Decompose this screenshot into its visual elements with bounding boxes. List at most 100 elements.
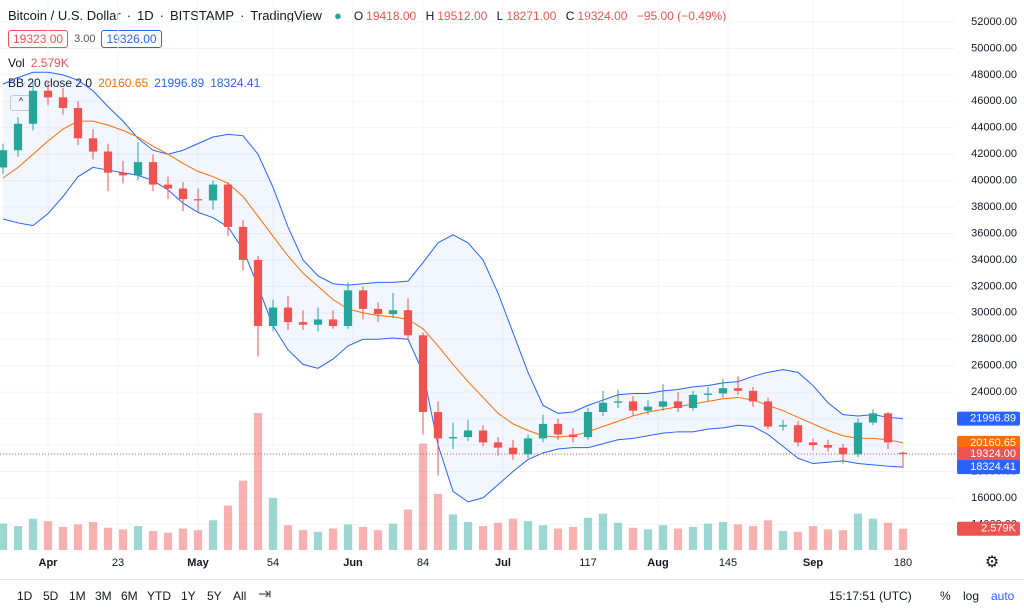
goto-date-icon[interactable]: ⇥	[258, 586, 272, 603]
y-tick-label: 50000.00	[971, 42, 1017, 54]
quote-row: 19323.00 3.00 19326.00	[8, 30, 162, 48]
volume-bar	[553, 528, 563, 550]
volume-bar	[0, 523, 8, 550]
range-button[interactable]: 3M	[95, 589, 112, 603]
candle-body	[43, 90, 53, 98]
volume-bar	[583, 517, 593, 550]
volume-bar	[73, 524, 83, 550]
candle-body	[553, 423, 563, 435]
y-tick-label: 24000.00	[971, 386, 1017, 398]
x-tick-label: Sep	[803, 557, 823, 569]
range-button[interactable]: 1D	[17, 589, 33, 603]
volume-bar	[733, 524, 743, 550]
candle-body	[0, 150, 8, 168]
volume-bar	[133, 526, 143, 550]
x-tick-label: 145	[719, 557, 737, 569]
volume-bar	[703, 523, 713, 550]
bb-legend: BB 20 close 2 0 20160.65 21996.89 18324.…	[8, 76, 260, 90]
range-button[interactable]: 6M	[121, 589, 138, 603]
bid[interactable]: 19323.00	[8, 30, 69, 48]
candle-body	[478, 430, 488, 443]
volume-bar	[268, 498, 278, 550]
candle-body	[163, 184, 173, 189]
volume-bar	[688, 526, 698, 550]
volume-bar	[373, 530, 383, 550]
ohlc-key: C	[565, 8, 575, 23]
y-tick-label: 38000.00	[971, 201, 1017, 213]
candle-body	[823, 445, 833, 448]
candle-body	[133, 162, 143, 176]
volume-bar	[763, 520, 773, 550]
candle-body	[493, 442, 503, 448]
volume-bar	[838, 530, 848, 550]
volume-bar	[223, 505, 233, 550]
volume-bar	[283, 525, 293, 550]
candle-body	[73, 107, 83, 139]
candle-body	[178, 188, 188, 200]
volume-bar	[163, 532, 173, 550]
x-tick-label: 54	[267, 557, 279, 569]
volume-bar	[463, 521, 473, 550]
volume-bar	[493, 522, 503, 550]
volume-bar	[568, 526, 578, 550]
range-button[interactable]: 5D	[43, 589, 59, 603]
range-button[interactable]: All	[233, 589, 247, 603]
candle-body	[658, 401, 668, 407]
volume-bar	[898, 528, 908, 550]
chart: 52000.00 50000.00 48000.00 46000.00 44000.00…	[0, 0, 1020, 571]
option[interactable]: auto	[991, 589, 1015, 603]
price-label-box	[957, 435, 1020, 450]
candle-body	[583, 411, 593, 438]
volume-bar	[718, 521, 728, 550]
volume-bar	[178, 528, 188, 550]
volume-bar	[448, 514, 458, 550]
volume-bar	[58, 526, 68, 550]
bb-label: BB 20 close 2 0	[8, 76, 92, 90]
ask[interactable]: 19326.00	[101, 30, 162, 48]
range-button[interactable]: 1M	[69, 589, 86, 603]
interval[interactable]: 1D	[137, 8, 154, 23]
candle-body	[778, 425, 788, 427]
option[interactable]: log	[963, 589, 980, 603]
candle-body	[868, 413, 878, 423]
ohlc-value: 19512.00	[437, 8, 488, 23]
candle-body	[148, 162, 158, 185]
volume-bar	[253, 413, 263, 550]
x-tick-label: Aug	[647, 557, 668, 569]
volume-bar	[748, 526, 758, 550]
candle-body	[808, 442, 818, 446]
volume-bar	[598, 513, 608, 550]
range-button[interactable]: 1Y	[181, 589, 196, 603]
candle-body	[118, 172, 128, 176]
candle-body	[883, 413, 893, 443]
volume-label-box	[957, 521, 1020, 536]
volume-bar	[28, 518, 38, 550]
volume-bar	[13, 526, 23, 550]
volume-bar	[148, 531, 158, 550]
candle-body	[313, 319, 323, 325]
price-label: 19324.00	[970, 448, 1016, 460]
header: Bitcoin / U.S. Dollar · 1D · BITSTAMP · Tra…	[8, 8, 727, 23]
candle-body	[853, 422, 863, 455]
candle-body	[268, 307, 278, 327]
ohlc-key: L	[496, 8, 504, 23]
volume-bar	[538, 525, 548, 550]
candle-body	[673, 401, 683, 409]
ohlc-value: 18271.00	[506, 8, 557, 23]
settings-icon[interactable]: ⚙	[985, 554, 999, 571]
y-tick-label: 44000.00	[971, 122, 1017, 134]
source: TradingView	[250, 8, 322, 23]
x-tick-label: Apr	[39, 557, 59, 569]
toolbar: ⇥ 15:17:51 (UTC) % log auto 1D 5D 1M 3M 6M YT…	[0, 579, 1024, 611]
option[interactable]: %	[940, 589, 951, 603]
symbol[interactable]: Bitcoin / U.S. Dollar	[8, 8, 121, 23]
vol-value: 2.579K	[30, 56, 69, 70]
candle-body	[373, 308, 383, 315]
price-label: 21996.89	[970, 413, 1016, 425]
range-button[interactable]: 5Y	[207, 589, 222, 603]
candle-body	[703, 393, 713, 395]
volume-bar	[238, 480, 248, 550]
candle-body	[793, 425, 803, 443]
candle-body	[388, 310, 398, 315]
range-button[interactable]: YTD	[147, 589, 171, 603]
